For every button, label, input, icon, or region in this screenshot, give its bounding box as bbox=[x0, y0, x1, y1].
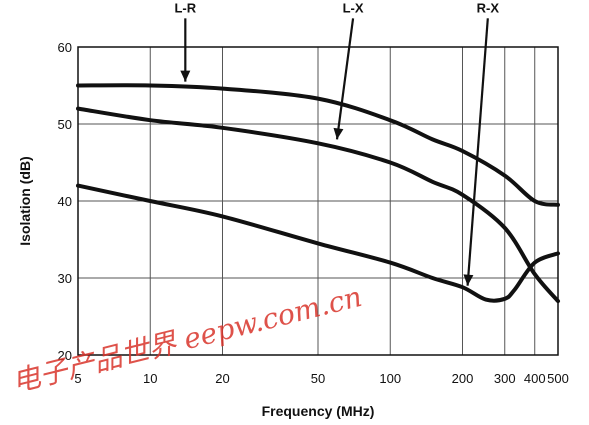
y-axis-label: Isolation (dB) bbox=[17, 156, 33, 245]
annotation-arrow-shaft bbox=[466, 18, 489, 286]
x-tick-label: 50 bbox=[311, 371, 325, 386]
series-label-l-r: L-R bbox=[174, 0, 196, 15]
x-tick-label: 10 bbox=[143, 371, 157, 386]
plot-frame bbox=[77, 46, 559, 356]
y-axis-ticks: 20 30 40 50 60 bbox=[58, 40, 72, 363]
y-tick-label: 60 bbox=[58, 40, 72, 55]
x-tick-label: 300 bbox=[494, 371, 516, 386]
x-tick-label: 200 bbox=[452, 371, 474, 386]
series-label-l-x: L-X bbox=[343, 0, 364, 15]
plot-border bbox=[77, 46, 559, 356]
series-annotations: L-R L-X R-X bbox=[174, 0, 500, 286]
series-label-r-x: R-X bbox=[477, 0, 500, 15]
annotation-arrow-head bbox=[333, 127, 344, 140]
series-line-r-x bbox=[76, 183, 560, 303]
y-tick-label: 40 bbox=[58, 194, 72, 209]
x-tick-label: 100 bbox=[379, 371, 401, 386]
series-lines bbox=[76, 83, 560, 304]
series-line-l-x bbox=[76, 106, 560, 304]
y-tick-label: 30 bbox=[58, 271, 72, 286]
x-tick-label: 20 bbox=[215, 371, 229, 386]
y-tick-label: 20 bbox=[58, 348, 72, 363]
series-line-l-r bbox=[76, 83, 560, 207]
x-axis-ticks: 5 10 20 50 100 200 300 400 500 bbox=[74, 371, 568, 386]
x-axis-label: Frequency (MHz) bbox=[262, 403, 375, 419]
y-tick-label: 50 bbox=[58, 117, 72, 132]
annotation-arrow-shaft bbox=[335, 18, 355, 140]
x-tick-label: 5 bbox=[74, 371, 81, 386]
annotation-arrow-head bbox=[180, 70, 191, 82]
annotation-arrow-head bbox=[463, 274, 474, 286]
x-tick-label: 400 bbox=[524, 371, 546, 386]
x-tick-label: 500 bbox=[547, 371, 569, 386]
